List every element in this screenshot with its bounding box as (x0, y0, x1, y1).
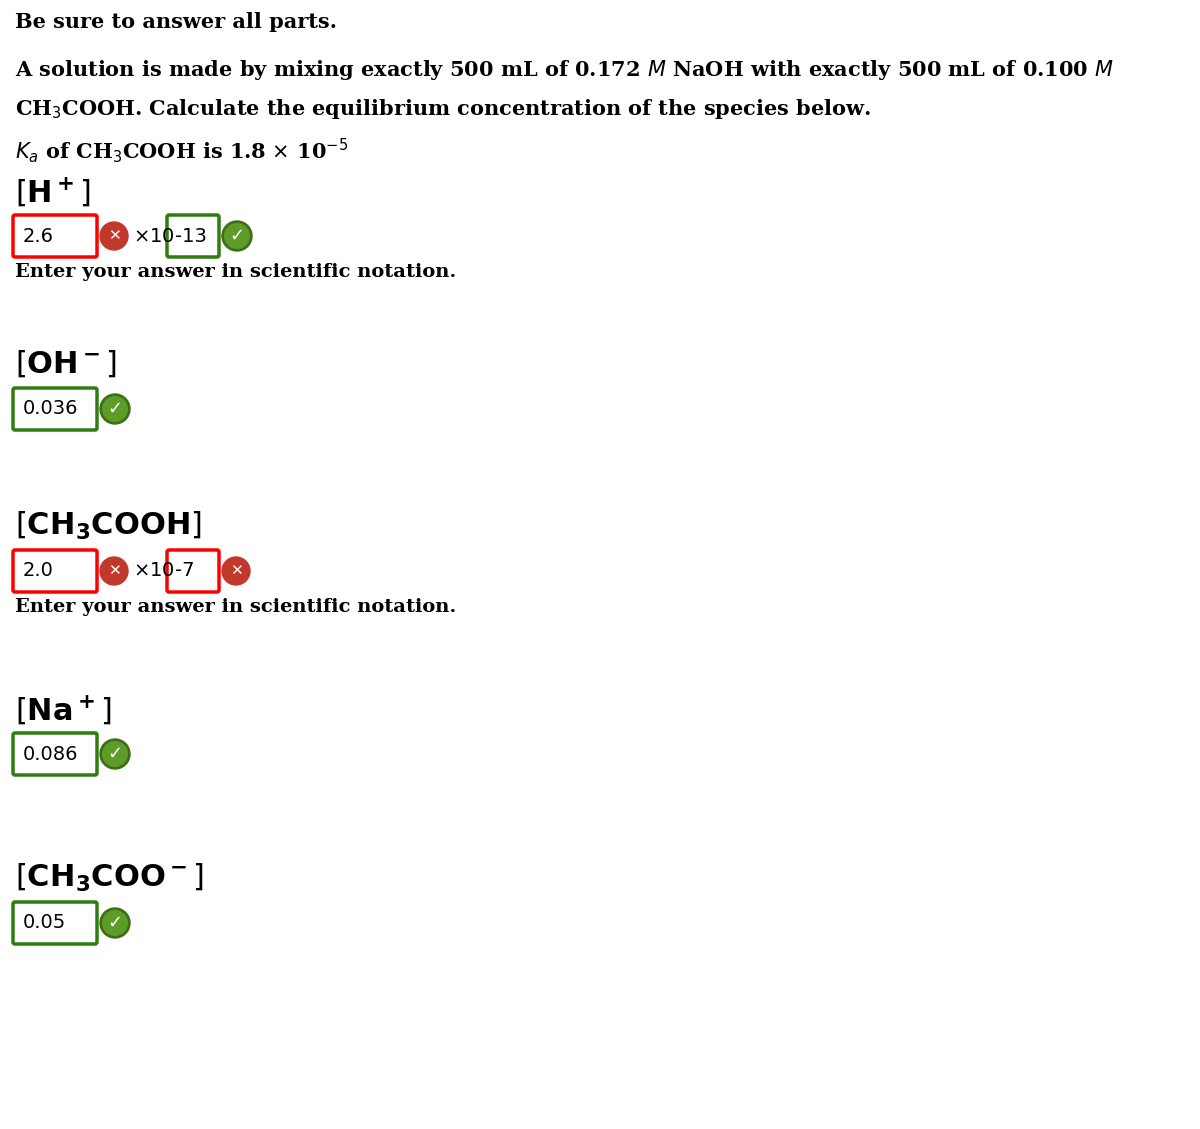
Text: 0.086: 0.086 (23, 744, 78, 763)
Circle shape (100, 908, 130, 938)
Text: ✕: ✕ (229, 563, 242, 578)
FancyBboxPatch shape (167, 215, 220, 257)
Text: $\mathit{K}_\mathit{a}$ of CH$_3$COOH is 1.8 $\times$ 10$^{-5}$: $\mathit{K}_\mathit{a}$ of CH$_3$COOH is… (14, 135, 348, 165)
Text: Enter your answer in scientific notation.: Enter your answer in scientific notation… (14, 598, 456, 616)
Circle shape (103, 911, 127, 935)
Text: ✓: ✓ (108, 400, 122, 418)
Circle shape (100, 222, 128, 250)
Circle shape (222, 557, 250, 585)
Circle shape (222, 221, 252, 251)
Circle shape (103, 742, 127, 767)
Text: ✓: ✓ (108, 745, 122, 763)
Text: $\times$10: $\times$10 (133, 561, 175, 580)
Text: 2.6: 2.6 (23, 227, 54, 245)
Text: 0.036: 0.036 (23, 400, 78, 419)
Text: 2.0: 2.0 (23, 561, 54, 580)
Circle shape (100, 557, 128, 585)
Text: ✓: ✓ (229, 227, 245, 245)
Text: $[\mathbf{CH_3COO^-}]$: $[\mathbf{CH_3COO^-}]$ (14, 863, 204, 894)
Text: $[\mathbf{H^+}]$: $[\mathbf{H^+}]$ (14, 175, 91, 208)
Text: ✕: ✕ (108, 228, 120, 244)
Circle shape (224, 224, 250, 248)
Text: $[\mathbf{Na^+}]$: $[\mathbf{Na^+}]$ (14, 693, 112, 726)
FancyBboxPatch shape (13, 733, 97, 774)
Text: $[\mathbf{OH^-}]$: $[\mathbf{OH^-}]$ (14, 348, 116, 378)
Circle shape (103, 396, 127, 421)
Text: 0.05: 0.05 (23, 913, 66, 933)
FancyBboxPatch shape (13, 902, 97, 944)
Text: Be sure to answer all parts.: Be sure to answer all parts. (14, 12, 337, 32)
Text: Enter your answer in scientific notation.: Enter your answer in scientific notation… (14, 263, 456, 281)
FancyBboxPatch shape (167, 550, 220, 592)
Text: CH$_3$COOH. Calculate the equilibrium concentration of the species below.: CH$_3$COOH. Calculate the equilibrium co… (14, 97, 871, 121)
Text: $[\mathbf{CH_3COOH}]$: $[\mathbf{CH_3COOH}]$ (14, 510, 202, 542)
Circle shape (100, 394, 130, 425)
Text: ✕: ✕ (108, 563, 120, 578)
Circle shape (100, 739, 130, 769)
Text: -13: -13 (175, 227, 206, 245)
Text: A solution is made by mixing exactly 500 mL of 0.172 $\mathit{M}$ NaOH with exac: A solution is made by mixing exactly 500… (14, 58, 1114, 82)
FancyBboxPatch shape (13, 550, 97, 592)
FancyBboxPatch shape (13, 388, 97, 430)
Text: $\times$10: $\times$10 (133, 227, 175, 245)
Text: -7: -7 (175, 561, 194, 580)
Text: ✓: ✓ (108, 914, 122, 933)
FancyBboxPatch shape (13, 215, 97, 257)
